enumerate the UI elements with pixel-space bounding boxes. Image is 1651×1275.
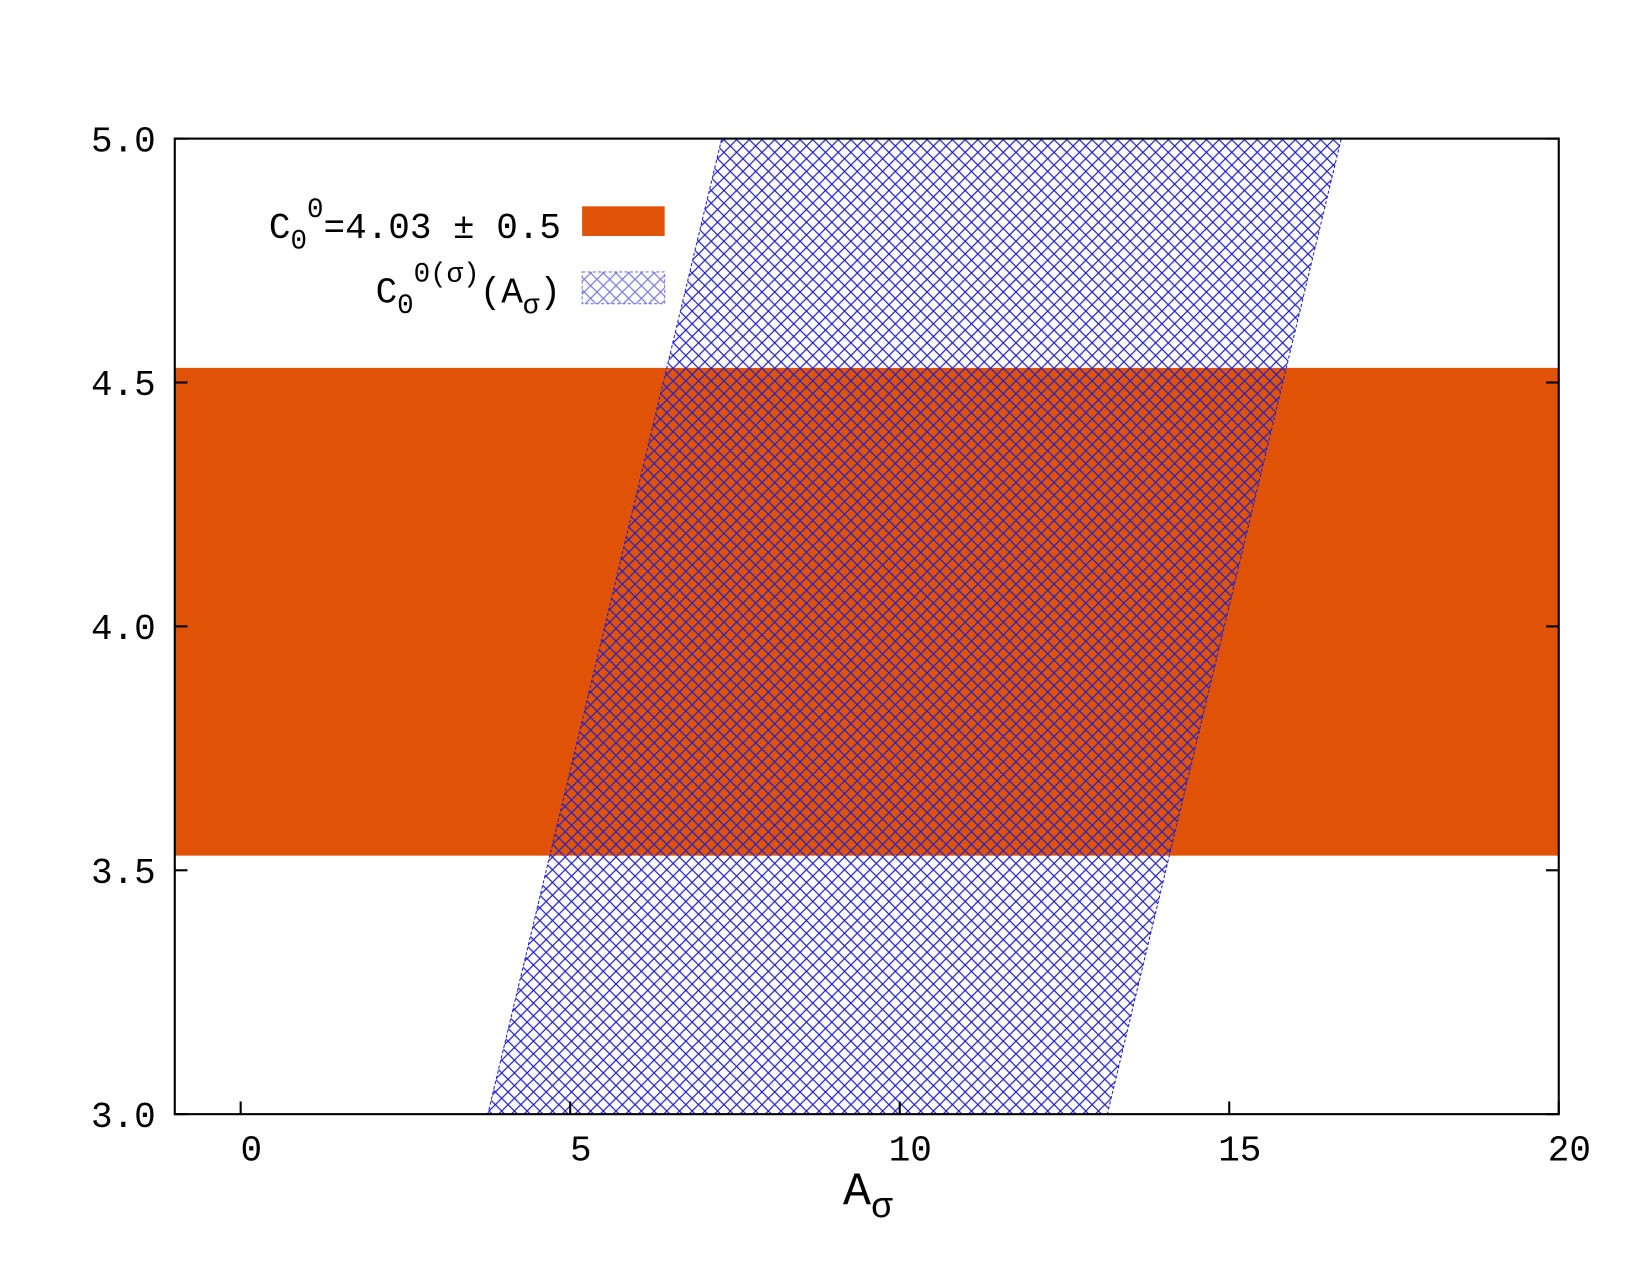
legend-text: ) xyxy=(539,273,561,314)
legend-text: (A xyxy=(480,273,524,314)
legend-text: C xyxy=(269,208,291,249)
legend-sup: 0 xyxy=(307,195,324,226)
x-tick-label: 10 xyxy=(889,1131,932,1172)
legend-sub: 0 xyxy=(291,227,308,258)
legend-sub: 0 xyxy=(397,291,414,322)
legend-label: C00=4.03 ± 0.5 xyxy=(269,195,561,258)
x-axis-label: Aσ xyxy=(843,1165,893,1228)
legend-text: C xyxy=(376,273,398,314)
legend: C00=4.03 ± 0.5 C00(σ)(Aσ) xyxy=(269,195,666,322)
x-label-base: A xyxy=(843,1165,871,1218)
x-tick-label: 0 xyxy=(240,1131,262,1172)
legend-sub: σ xyxy=(523,291,540,322)
legend-sup: 0(σ) xyxy=(414,259,480,290)
x-tick-label: 15 xyxy=(1218,1131,1261,1172)
x-label-sub: σ xyxy=(871,1187,893,1228)
y-tick-label: 3.0 xyxy=(91,1097,156,1138)
y-tick-label: 4.5 xyxy=(91,365,156,406)
legend-swatch xyxy=(581,271,666,305)
y-tick-label: 5.0 xyxy=(91,121,156,162)
y-tick-label: 4.0 xyxy=(91,609,156,650)
y-tick-label: 3.5 xyxy=(91,853,156,894)
plot-area xyxy=(174,138,1559,1115)
legend-swatch xyxy=(582,206,665,236)
x-tick-label: 20 xyxy=(1548,1131,1591,1172)
legend-label: C00(σ)(Aσ) xyxy=(376,259,561,322)
legend-text: =4.03 ± 0.5 xyxy=(324,208,561,249)
plot-border xyxy=(173,137,1560,1116)
x-tick-label: 5 xyxy=(570,1131,592,1172)
